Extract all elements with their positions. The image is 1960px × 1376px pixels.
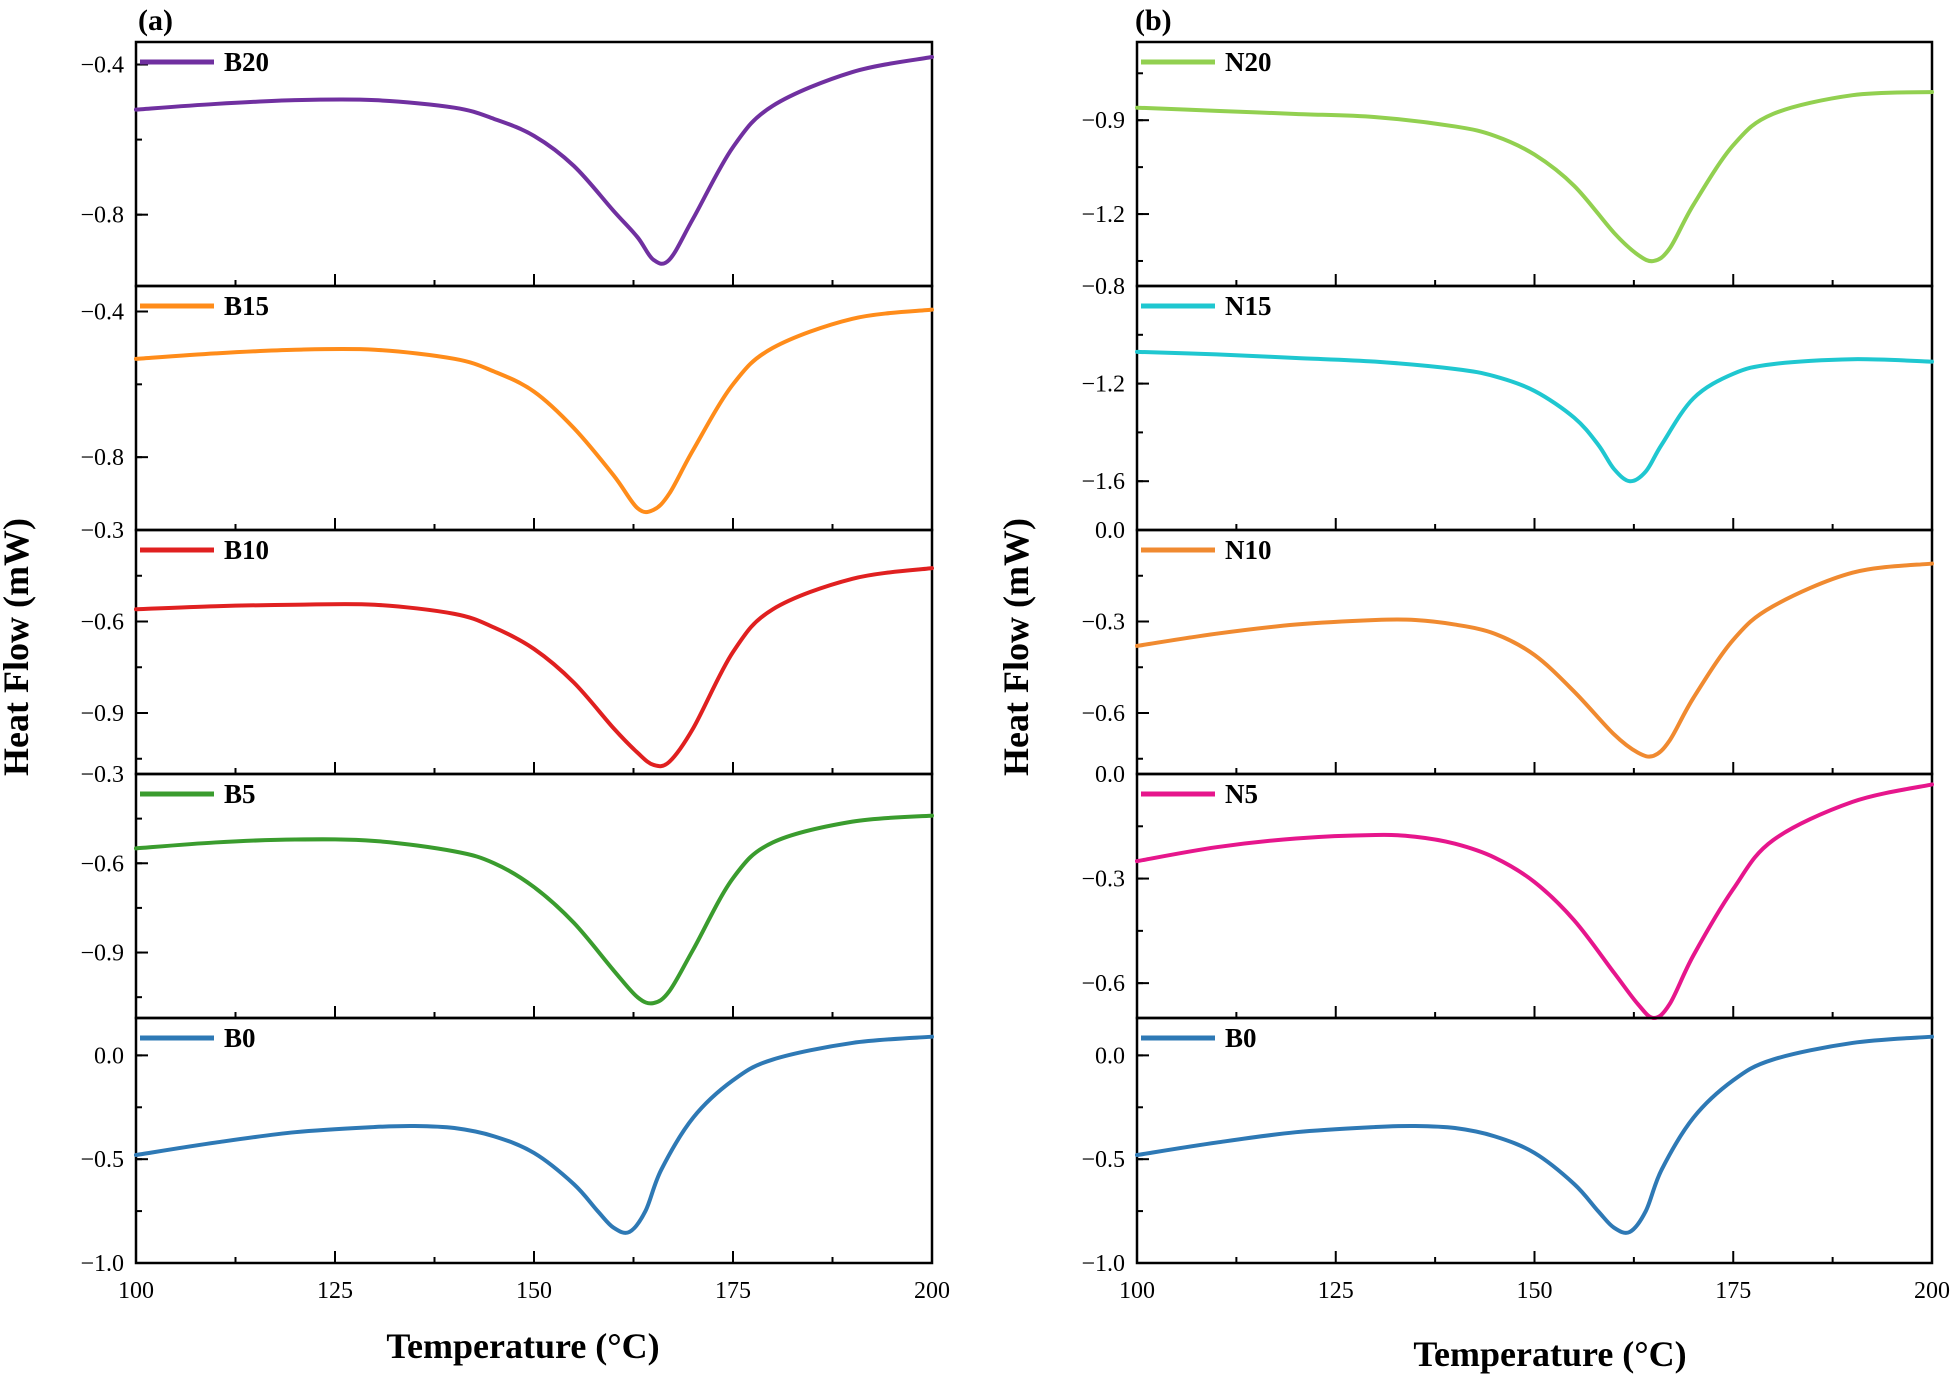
y-tick-label: −0.5 <box>80 1147 124 1173</box>
series-line-n5 <box>1135 782 1934 1020</box>
x-tick-label: 100 <box>1119 1278 1155 1304</box>
y-tick-label: −0.8 <box>1081 274 1125 300</box>
legend-label-b10: B10 <box>224 535 269 565</box>
x-tick-label: 150 <box>516 1278 552 1304</box>
series-line-b10 <box>134 566 934 769</box>
y-tick-label: −0.6 <box>80 851 124 877</box>
y-tick-label: −0.9 <box>80 941 124 967</box>
y-tick-label: −0.6 <box>1081 701 1125 727</box>
series-line-b0 <box>1135 1034 1934 1235</box>
panel-b-y-axis-title: Heat Flow (mW) <box>996 518 1036 776</box>
x-tick-label: 200 <box>1914 1278 1950 1304</box>
series-line-b5 <box>134 813 934 1006</box>
series-line-b0 <box>134 1034 934 1235</box>
y-tick-label: −0.4 <box>80 53 124 79</box>
y-tick-label: −0.9 <box>1081 108 1125 134</box>
y-tick-label: 0.0 <box>94 1043 124 1069</box>
y-tick-label: −0.6 <box>80 610 124 636</box>
y-tick-label: −1.2 <box>1081 202 1125 228</box>
series-line-n20 <box>1135 90 1934 264</box>
y-tick-label: 0.0 <box>1095 518 1125 544</box>
legend-label-n5: N5 <box>1225 779 1258 809</box>
legend-label-b5: B5 <box>224 779 256 809</box>
y-tick-label: −0.3 <box>1081 610 1125 636</box>
y-tick-label: −0.5 <box>1081 1147 1125 1173</box>
legend-label-b20: B20 <box>224 47 269 77</box>
x-tick-label: 200 <box>914 1278 950 1304</box>
legend-label-b0: B0 <box>1225 1023 1257 1053</box>
y-tick-label: −1.0 <box>1081 1251 1125 1277</box>
series-line-b15 <box>134 307 934 515</box>
y-tick-label: −0.9 <box>80 701 124 727</box>
x-tick-label: 175 <box>1715 1278 1751 1304</box>
y-tick-label: −1.6 <box>1081 469 1125 495</box>
x-tick-label: 175 <box>715 1278 751 1304</box>
series-line-b20 <box>134 55 934 266</box>
legend-label-n10: N10 <box>1225 535 1272 565</box>
x-tick-label: 125 <box>317 1278 353 1304</box>
legend-label-n15: N15 <box>1225 291 1272 321</box>
legend-label-n20: N20 <box>1225 47 1272 77</box>
series-line-n10 <box>1135 561 1934 759</box>
y-tick-label: −0.3 <box>80 762 124 788</box>
y-tick-label: 0.0 <box>1095 1043 1125 1069</box>
y-tick-label: −0.6 <box>1081 971 1125 997</box>
panel-b-label: (b) <box>1135 4 1172 37</box>
panel-a-label: (a) <box>138 4 173 37</box>
legend-label-b15: B15 <box>224 291 269 321</box>
panel-a: −0.4 −0.8 B20 −0.4 −0.8 B15 −0.3 −0.6 −0.9 B10 −0.… <box>80 40 950 1304</box>
y-tick-label: −1.2 <box>1081 372 1125 398</box>
panel-b-x-axis-title: Temperature (°C) <box>1413 1334 1686 1374</box>
legend-label-b0: B0 <box>224 1023 256 1053</box>
y-tick-label: −0.3 <box>80 518 124 544</box>
y-tick-label: −0.4 <box>80 299 124 325</box>
panel-a-y-axis-title: Heat Flow (mW) <box>0 518 36 776</box>
y-tick-label: −0.8 <box>80 445 124 471</box>
x-tick-label: 125 <box>1318 1278 1354 1304</box>
y-tick-label: −0.8 <box>80 203 124 229</box>
y-tick-label: −0.3 <box>1081 867 1125 893</box>
y-tick-label: 0.0 <box>1095 762 1125 788</box>
y-tick-label: −1.0 <box>80 1251 124 1277</box>
panel-a-x-axis-title: Temperature (°C) <box>386 1326 659 1366</box>
x-tick-label: 150 <box>1517 1278 1553 1304</box>
x-tick-label: 100 <box>118 1278 154 1304</box>
series-line-n15 <box>1135 349 1934 484</box>
panel-b: −0.9 −1.2 N20 −0.8 −1.2 −1.6 N15 0.0 −0.3 −0.6 N10… <box>1081 40 1950 1304</box>
